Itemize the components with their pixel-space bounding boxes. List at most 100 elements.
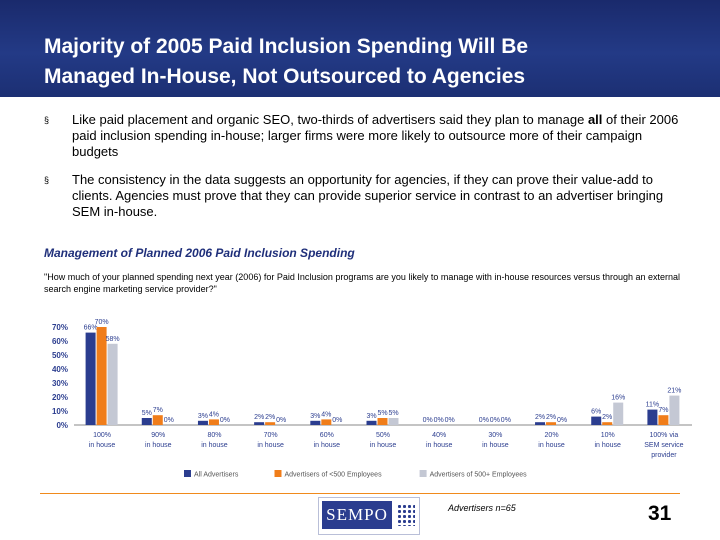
- logo-wordmark: SEMPO: [322, 501, 392, 529]
- bullet-text-bold: all: [587, 112, 603, 127]
- data-label: 70%: [95, 319, 109, 326]
- data-label: 0%: [479, 417, 489, 424]
- y-tick-label: 10%: [52, 407, 68, 416]
- bar: [658, 415, 669, 425]
- data-label: 2%: [535, 414, 545, 421]
- sample-size-note: Advertisers n=65: [448, 503, 516, 513]
- data-label: 6%: [591, 409, 601, 416]
- x-tick-label: in house: [370, 442, 397, 449]
- bar: [669, 395, 680, 425]
- data-label: 0%: [445, 417, 455, 424]
- bullet-item: § Like paid placement and organic SEO, t…: [44, 112, 684, 160]
- bar: [377, 418, 388, 425]
- bar: [254, 422, 265, 425]
- legend-label: All Advertisers: [194, 472, 239, 479]
- x-tick-label: in house: [314, 442, 341, 449]
- bar: [321, 419, 332, 425]
- bar: [388, 418, 399, 425]
- data-label: 0%: [164, 417, 174, 424]
- data-label: 3%: [366, 413, 376, 420]
- x-tick-label: 80%: [207, 432, 221, 439]
- y-tick-label: 60%: [52, 337, 68, 346]
- data-label: 5%: [142, 410, 152, 417]
- bullet-item: § The consistency in the data suggests a…: [44, 172, 684, 220]
- data-label: 7%: [658, 407, 668, 414]
- bullet-list: § Like paid placement and organic SEO, t…: [44, 112, 684, 232]
- x-tick-label: in house: [426, 442, 453, 449]
- y-tick-label: 0%: [56, 421, 68, 430]
- bar: [85, 332, 96, 425]
- bar: [310, 420, 321, 425]
- bar: [265, 422, 276, 425]
- chart-title: Management of Planned 2006 Paid Inclusio…: [44, 246, 355, 260]
- x-tick-label: 50%: [376, 432, 390, 439]
- bar: [197, 420, 208, 425]
- data-label: 0%: [490, 417, 500, 424]
- bar: [591, 416, 602, 425]
- bar: [141, 418, 152, 425]
- data-label: 5%: [377, 410, 387, 417]
- x-tick-label: 40%: [432, 432, 446, 439]
- y-tick-label: 30%: [52, 379, 68, 388]
- legend-swatch: [184, 470, 191, 477]
- data-label: 0%: [276, 417, 286, 424]
- bar: [613, 402, 624, 425]
- slide-title: Majority of 2005 Paid Inclusion Spending…: [44, 32, 704, 92]
- data-label: 2%: [254, 414, 264, 421]
- bar: [107, 343, 118, 425]
- legend-swatch: [274, 470, 282, 477]
- legend-label: Advertisers of <500 Employees: [285, 472, 383, 479]
- x-tick-label: in house: [257, 442, 284, 449]
- bar: [602, 422, 613, 425]
- bar: [152, 415, 163, 425]
- data-label: 0%: [434, 417, 444, 424]
- bullet-text: The consistency in the data suggests an …: [72, 172, 664, 219]
- title-bar: Majority of 2005 Paid Inclusion Spending…: [0, 0, 720, 97]
- x-tick-label: 100% via: [650, 432, 679, 439]
- data-label: 4%: [321, 411, 331, 418]
- slide-title-line-2: Managed In-House, Not Outsourced to Agen…: [44, 65, 526, 88]
- data-label: 21%: [667, 388, 681, 395]
- legend-label: Advertisers of 500+ Employees: [430, 472, 528, 479]
- data-label: 2%: [546, 414, 556, 421]
- bar: [366, 420, 377, 425]
- data-label: 0%: [557, 417, 567, 424]
- data-label: 11%: [646, 402, 660, 409]
- x-tick-label: 90%: [151, 432, 165, 439]
- y-tick-label: 40%: [52, 365, 68, 374]
- legend-swatch: [419, 470, 427, 477]
- x-tick-label: in house: [538, 442, 565, 449]
- y-tick-label: 70%: [52, 323, 68, 332]
- bar: [208, 419, 219, 425]
- data-label: 0%: [332, 417, 342, 424]
- bullet-marker: §: [44, 175, 50, 185]
- bar: [546, 422, 557, 425]
- bar: [535, 422, 546, 425]
- x-tick-label: 60%: [320, 432, 334, 439]
- data-label: 0%: [423, 417, 433, 424]
- y-tick-label: 20%: [52, 393, 68, 402]
- x-tick-label: 10%: [601, 432, 615, 439]
- bar: [96, 327, 107, 425]
- x-tick-label: in house: [594, 442, 621, 449]
- x-tick-label: SEM service: [644, 442, 683, 449]
- data-label: 2%: [265, 414, 275, 421]
- data-label: 0%: [220, 417, 230, 424]
- bar: [647, 409, 658, 425]
- x-tick-label: in house: [482, 442, 509, 449]
- data-label: 58%: [106, 336, 120, 343]
- x-tick-label: in house: [89, 442, 116, 449]
- bar-chart: 0%10%20%30%40%50%60%70% 66%70%58%100%in h…: [52, 319, 692, 479]
- logo-dots-icon: [397, 504, 415, 526]
- sempo-logo: SEMPO: [318, 497, 420, 535]
- bullet-text-start: Like paid placement and organic SEO, two…: [72, 112, 588, 127]
- data-label: 7%: [153, 407, 163, 414]
- x-tick-label: 30%: [488, 432, 502, 439]
- slide-title-line-1: Majority of 2005 Paid Inclusion Spending…: [44, 35, 529, 58]
- data-label: 4%: [209, 411, 219, 418]
- x-tick-label: in house: [145, 442, 172, 449]
- footer-divider: [40, 493, 680, 494]
- data-label: 16%: [611, 395, 625, 402]
- data-label: 5%: [388, 410, 398, 417]
- bullet-marker: §: [44, 115, 50, 125]
